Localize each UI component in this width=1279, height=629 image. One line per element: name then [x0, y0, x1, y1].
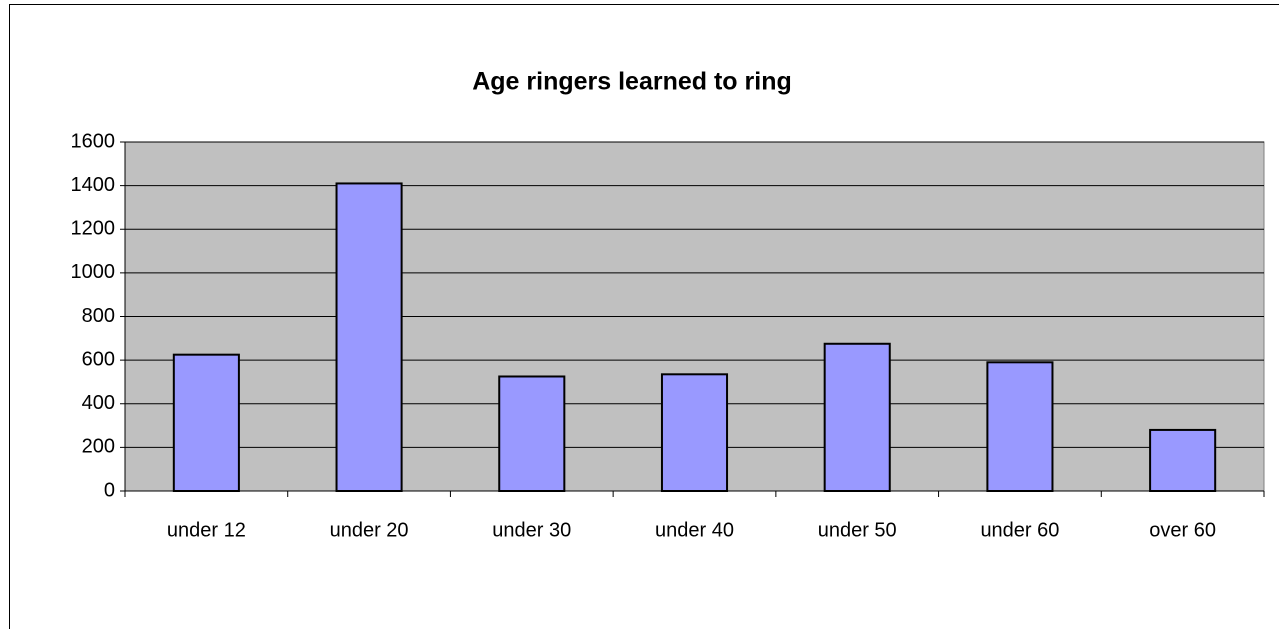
- bar: [1149, 428, 1217, 492]
- x-tick-label: over 60: [1149, 519, 1216, 541]
- x-tick-label: under 12: [167, 519, 246, 541]
- x-tick-label: under 50: [818, 519, 897, 541]
- bar: [986, 361, 1054, 492]
- y-tick-label: 1200: [71, 218, 116, 240]
- y-tick-label: 400: [82, 392, 115, 414]
- bar: [498, 375, 566, 492]
- bar: [172, 353, 240, 492]
- chart-title: Age ringers learned to ring: [472, 68, 792, 96]
- x-tick-label: under 20: [330, 519, 409, 541]
- bar: [823, 342, 891, 492]
- y-tick-label: 0: [104, 479, 115, 501]
- x-tick-label: under 30: [492, 519, 571, 541]
- y-tick-label: 1000: [71, 261, 116, 283]
- bar: [335, 182, 403, 492]
- bar: [660, 373, 729, 493]
- x-tick-label: under 60: [980, 519, 1059, 541]
- x-tick-label: under 40: [655, 519, 734, 541]
- y-tick-label: 200: [82, 436, 115, 458]
- y-tick-label: 600: [82, 348, 115, 370]
- y-tick-label: 1400: [71, 174, 116, 196]
- y-tick-label: 1600: [71, 130, 116, 152]
- y-tick-label: 800: [82, 305, 115, 327]
